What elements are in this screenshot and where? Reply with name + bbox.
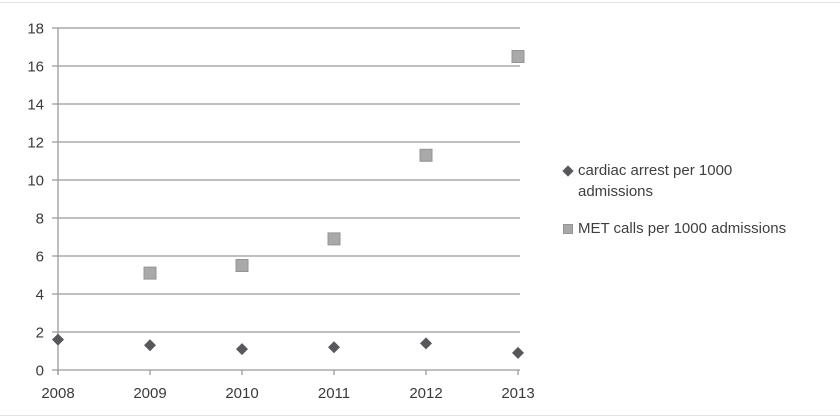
y-axis-tick-label: 2 (36, 325, 44, 342)
x-axis-tick-label: 2013 (501, 385, 534, 402)
diamond-marker-icon (562, 165, 574, 177)
y-axis-tick-label: 18 (27, 21, 44, 38)
y-axis-tick-label: 14 (27, 97, 44, 114)
x-axis-tick-label: 2010 (225, 385, 258, 402)
data-point-diamond (328, 341, 340, 354)
data-point-square (327, 232, 341, 246)
data-point-square (419, 148, 433, 162)
chart-legend: cardiac arrest per 1000 admissions MET c… (562, 160, 833, 239)
legend-label-line: MET calls per 1000 admissions (578, 220, 787, 237)
legend-label-cardiac-arrest: cardiac arrest per 1000 admissions (578, 160, 732, 202)
y-axis-tick-label: 0 (36, 363, 44, 380)
square-marker-icon (563, 224, 573, 234)
y-axis-tick-label: 8 (36, 211, 44, 228)
figure-top-border (0, 2, 840, 3)
y-axis-tick-label: 12 (27, 135, 44, 152)
y-axis-tick-label: 16 (27, 59, 44, 76)
x-axis-tick-label: 2009 (133, 385, 166, 402)
legend-item-met-calls: MET calls per 1000 admissions (563, 218, 833, 239)
y-axis-tick-label: 6 (36, 249, 44, 266)
x-axis-tick-label: 2011 (318, 385, 350, 402)
data-point-square (143, 266, 157, 280)
data-point-diamond (52, 333, 64, 346)
x-axis-tick-label: 2008 (41, 385, 74, 402)
data-point-square (511, 50, 525, 63)
legend-label-line: cardiac arrest per 1000 (578, 162, 733, 179)
data-point-square (235, 259, 249, 272)
legend-label-line: admissions (578, 183, 654, 200)
y-axis-tick-label: 4 (36, 287, 44, 304)
legend-label-met-calls: MET calls per 1000 admissions (578, 218, 786, 239)
data-point-diamond (512, 346, 524, 359)
y-axis-tick-label: 10 (27, 173, 44, 190)
x-axis-tick-label: 2012 (409, 385, 442, 402)
data-point-diamond (236, 343, 248, 356)
data-point-diamond (144, 339, 156, 352)
figure-bottom-border (0, 415, 840, 416)
legend-item-cardiac-arrest: cardiac arrest per 1000 admissions (562, 160, 833, 202)
data-point-diamond (420, 337, 432, 350)
